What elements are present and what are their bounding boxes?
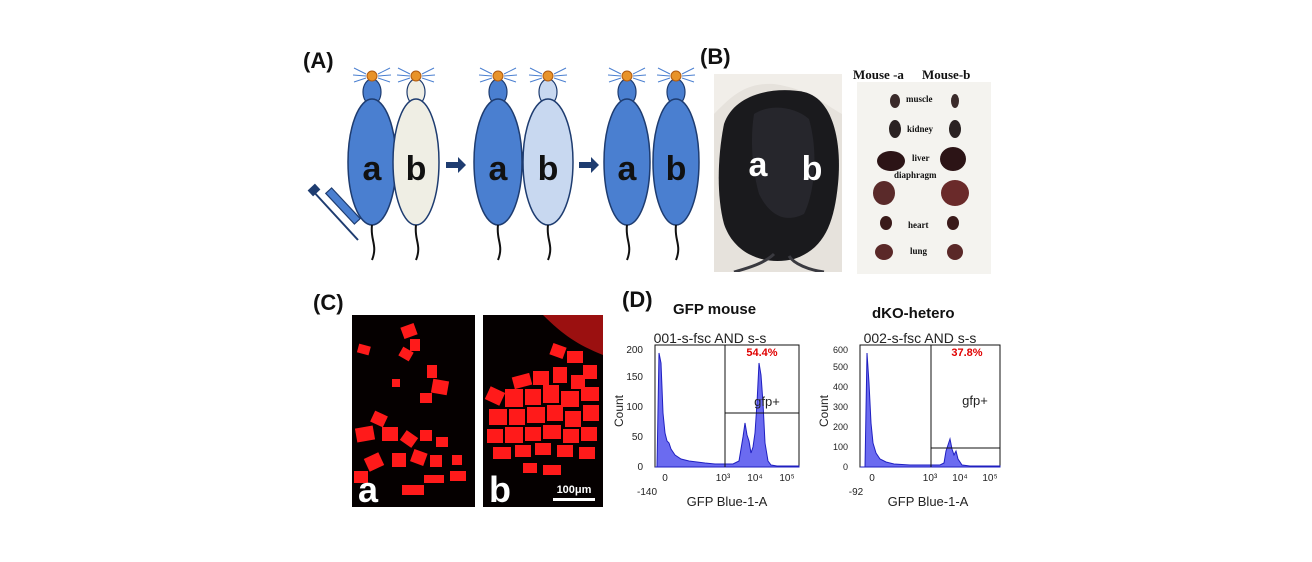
- mouse-pair-3: a b: [603, 67, 700, 261]
- plot1-ytick-100: 100: [626, 402, 643, 413]
- micrograph-b: b 100μm: [483, 315, 603, 507]
- plot2-ytick-300: 300: [833, 402, 848, 412]
- plot2-gate-label: gfp+: [962, 393, 988, 408]
- organ-label-diaphragm: diaphragm: [894, 170, 937, 180]
- plot1-ytick-0: 0: [637, 462, 643, 473]
- letter-b2: b: [538, 150, 559, 188]
- plot1-gate-title: 001-s-fsc AND s-s: [654, 330, 767, 346]
- plot2-gate-title: 002-s-fsc AND s-s: [864, 330, 977, 346]
- plot2-xtick-0: 0: [869, 473, 875, 484]
- flow-plot-2: 002-s-fsc AND s-s 37.8% gfp+ 0 100 200 3…: [817, 330, 1001, 509]
- plot1-ytick-50: 50: [632, 432, 644, 443]
- organ-label-liver: liver: [912, 153, 930, 163]
- plot1-ytick-200: 200: [626, 345, 643, 356]
- photo-letter-b: b: [802, 150, 823, 188]
- plot2-title: dKO-hetero: [872, 305, 955, 322]
- syringe-icon: [307, 183, 362, 241]
- organ-header-mouse-b: Mouse-b: [922, 67, 971, 82]
- mouse-pair-2: a b: [473, 67, 574, 261]
- organ-images: [873, 94, 969, 260]
- organ-label-heart: heart: [908, 220, 929, 230]
- plot2-xtick-4: 10⁴: [952, 473, 967, 484]
- panel-a-label: (A): [303, 48, 334, 73]
- micrograph-a: a: [352, 315, 475, 507]
- panel-c-label: (C): [313, 290, 344, 315]
- plot2-ytick-600: 600: [833, 345, 848, 355]
- organ-label-muscle: muscle: [906, 94, 933, 104]
- plot1-percent: 54.4%: [746, 347, 777, 359]
- plot1-histogram: [655, 352, 800, 468]
- panel-b-label: (B): [700, 44, 731, 69]
- parabiosis-photo: a b: [714, 74, 842, 272]
- scale-bar: [553, 498, 595, 501]
- plot1-ylabel: Count: [612, 394, 626, 427]
- organ-label-lung: lung: [910, 246, 928, 256]
- plot2-ytick-500: 500: [833, 362, 848, 372]
- plot2-xlabel: GFP Blue-1-A: [888, 494, 969, 509]
- plot2-ytick-200: 200: [833, 422, 848, 432]
- micrograph-letter-b: b: [489, 469, 511, 507]
- plot2-ylabel: Count: [817, 394, 831, 427]
- organ-panel: [857, 82, 991, 274]
- letter-a2: a: [489, 150, 509, 188]
- plot1-ytick-150: 150: [626, 372, 643, 383]
- panel-d-label: (D): [622, 287, 653, 312]
- plot2-histogram: [860, 352, 1001, 468]
- plot1-xtick-4: 10⁴: [747, 473, 762, 484]
- mouse-pair-1: a b: [347, 67, 440, 261]
- mouse-b1: [392, 67, 440, 261]
- micrograph-letter-a: a: [358, 469, 379, 507]
- plot2-ytick-400: 400: [833, 382, 848, 392]
- letter-a3: a: [618, 150, 638, 188]
- scale-bar-label: 100μm: [557, 484, 592, 496]
- plot2-ytick-0: 0: [843, 462, 848, 472]
- plot2-xtick-5: 10⁵: [982, 473, 997, 484]
- plot2-ytick-100: 100: [833, 442, 848, 452]
- plot2-xtick-3: 10³: [923, 473, 938, 484]
- organ-header-mouse-a: Mouse -a: [853, 67, 904, 82]
- flow-plot-1: 001-s-fsc AND s-s 54.4% gfp+ 0 50 100 15…: [612, 330, 800, 509]
- plot1-xtick-3: 10³: [716, 473, 731, 484]
- letter-b1: b: [406, 150, 427, 188]
- plot1-title: GFP mouse: [673, 301, 757, 318]
- plot1-xtick-5: 10⁵: [779, 473, 794, 484]
- arrow-icon-2: [579, 157, 599, 173]
- plot2-percent: 37.8%: [951, 347, 982, 359]
- plot2-xtick-min: -92: [849, 487, 864, 498]
- photo-letter-a: a: [749, 146, 769, 184]
- letter-a1: a: [363, 150, 383, 188]
- letter-b3: b: [666, 150, 687, 188]
- arrow-icon-1: [446, 157, 466, 173]
- plot1-gate-label: gfp+: [754, 394, 780, 409]
- plot1-xtick-0: 0: [662, 473, 668, 484]
- plot1-xtick-min: -140: [637, 487, 657, 498]
- organ-label-kidney: kidney: [907, 124, 934, 134]
- plot1-xlabel: GFP Blue-1-A: [687, 494, 768, 509]
- parabiosis-diagram: a b a b: [307, 67, 700, 261]
